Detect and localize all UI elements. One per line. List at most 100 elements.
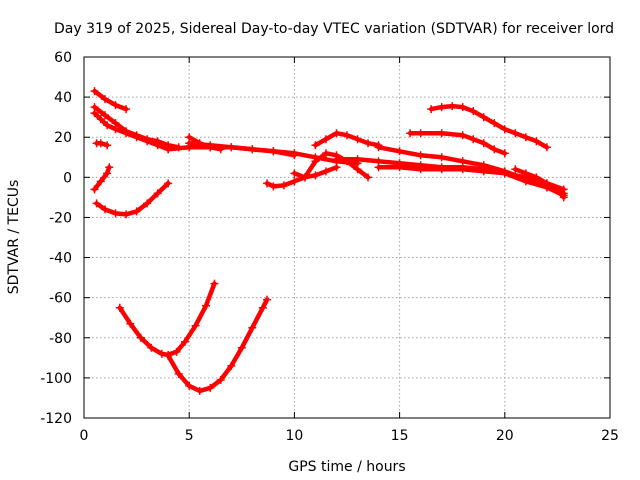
data-point-marker [157, 349, 166, 358]
data-point-marker [458, 165, 467, 174]
series-track [428, 103, 550, 150]
data-point-marker [511, 165, 520, 174]
data-point-marker [172, 347, 181, 356]
data-point-marker [364, 139, 373, 148]
series-track [92, 88, 129, 112]
data-point-marker [490, 119, 499, 128]
data-point-marker [90, 87, 99, 96]
data-point-marker [237, 343, 246, 352]
series-track [292, 151, 371, 180]
series-s18 [406, 129, 509, 158]
data-point-marker [542, 143, 551, 152]
series-s11 [185, 139, 299, 160]
data-point-marker [132, 207, 141, 216]
series-s5 [90, 163, 114, 194]
y-tick-label: -40 [49, 251, 72, 267]
y-tick-label: -20 [49, 210, 72, 226]
data-point-marker [395, 163, 404, 172]
data-point-marker [227, 143, 236, 152]
data-point-marker [290, 169, 299, 178]
data-point-marker [105, 163, 114, 172]
data-point-marker [321, 135, 330, 144]
data-point-marker [248, 145, 257, 154]
data-point-marker [111, 101, 120, 110]
series-track [92, 165, 112, 192]
y-tick-label: 60 [54, 50, 72, 66]
data-point-marker [248, 323, 257, 332]
data-point-marker [437, 129, 446, 138]
y-tick-label: -80 [49, 331, 72, 347]
data-point-marker [427, 105, 436, 114]
x-axis-title: GPS time / hours [288, 459, 405, 475]
data-point-marker [469, 135, 478, 144]
grid-layer [84, 57, 610, 418]
data-point-marker [96, 115, 105, 124]
chart-title: Day 319 of 2025, Sidereal Day-to-day VTE… [54, 21, 614, 37]
data-point-marker [437, 165, 446, 174]
data-point-marker [343, 131, 351, 140]
data-point-marker [374, 163, 383, 172]
data-point-marker [164, 179, 173, 188]
data-point-marker [511, 129, 520, 138]
data-point-marker [553, 185, 562, 194]
x-tick-label: 20 [496, 428, 514, 444]
data-point-marker [103, 169, 112, 178]
data-point-marker [132, 133, 141, 142]
data-point-marker [490, 145, 499, 154]
y-tick-label: 20 [54, 130, 72, 146]
data-point-marker [279, 181, 288, 190]
data-point-marker [164, 351, 173, 360]
data-point-marker [353, 135, 362, 144]
data-point-marker [143, 199, 152, 208]
data-point-marker [101, 205, 110, 214]
data-point-marker [153, 141, 162, 150]
data-point-marker [532, 173, 541, 182]
data-point-marker [374, 143, 383, 152]
data-point-marker [437, 103, 446, 112]
series-s7 [115, 279, 219, 359]
data-point-marker [559, 193, 568, 202]
data-point-marker [458, 131, 467, 140]
data-point-marker [227, 361, 236, 370]
data-point-marker [416, 165, 425, 174]
data-point-marker [479, 161, 488, 170]
data-point-marker [90, 185, 99, 194]
data-point-marker [437, 153, 446, 162]
data-point-marker [122, 105, 131, 114]
data-point-marker [103, 121, 112, 130]
data-point-marker [126, 319, 135, 328]
data-series-layer [90, 87, 568, 395]
data-point-marker [521, 169, 530, 178]
data-point-marker [416, 151, 425, 160]
data-point-marker [311, 157, 320, 166]
data-point-marker [263, 295, 272, 304]
data-point-marker [180, 337, 189, 346]
data-point-marker [500, 149, 509, 158]
data-point-marker [96, 177, 105, 186]
data-point-marker [479, 113, 488, 122]
series-s13 [290, 149, 373, 182]
data-point-marker [202, 301, 211, 310]
data-point-marker [263, 179, 272, 188]
data-point-marker [122, 210, 131, 219]
data-point-marker [332, 129, 341, 138]
data-point-marker [216, 375, 225, 384]
x-tick-label: 0 [80, 428, 89, 444]
series-s8 [164, 295, 272, 395]
tick-layer: 0 5 10 15 20 25 -120 -100 -80 -60 -40 -20 0 20 40 60 [40, 50, 619, 444]
data-point-marker [269, 182, 278, 191]
data-point-marker [111, 209, 120, 218]
data-point-marker [122, 129, 131, 138]
data-point-marker [406, 129, 415, 138]
data-point-marker [101, 111, 110, 120]
series-track [407, 130, 508, 156]
y-tick-label: -100 [40, 371, 72, 387]
y-axis-title: SDTVAR / TECUs [6, 180, 22, 295]
data-point-marker [269, 147, 278, 156]
data-point-marker [206, 141, 215, 150]
data-point-marker [90, 109, 99, 118]
data-point-marker [321, 167, 330, 176]
data-point-marker [300, 173, 309, 182]
x-tick-label: 10 [285, 428, 303, 444]
